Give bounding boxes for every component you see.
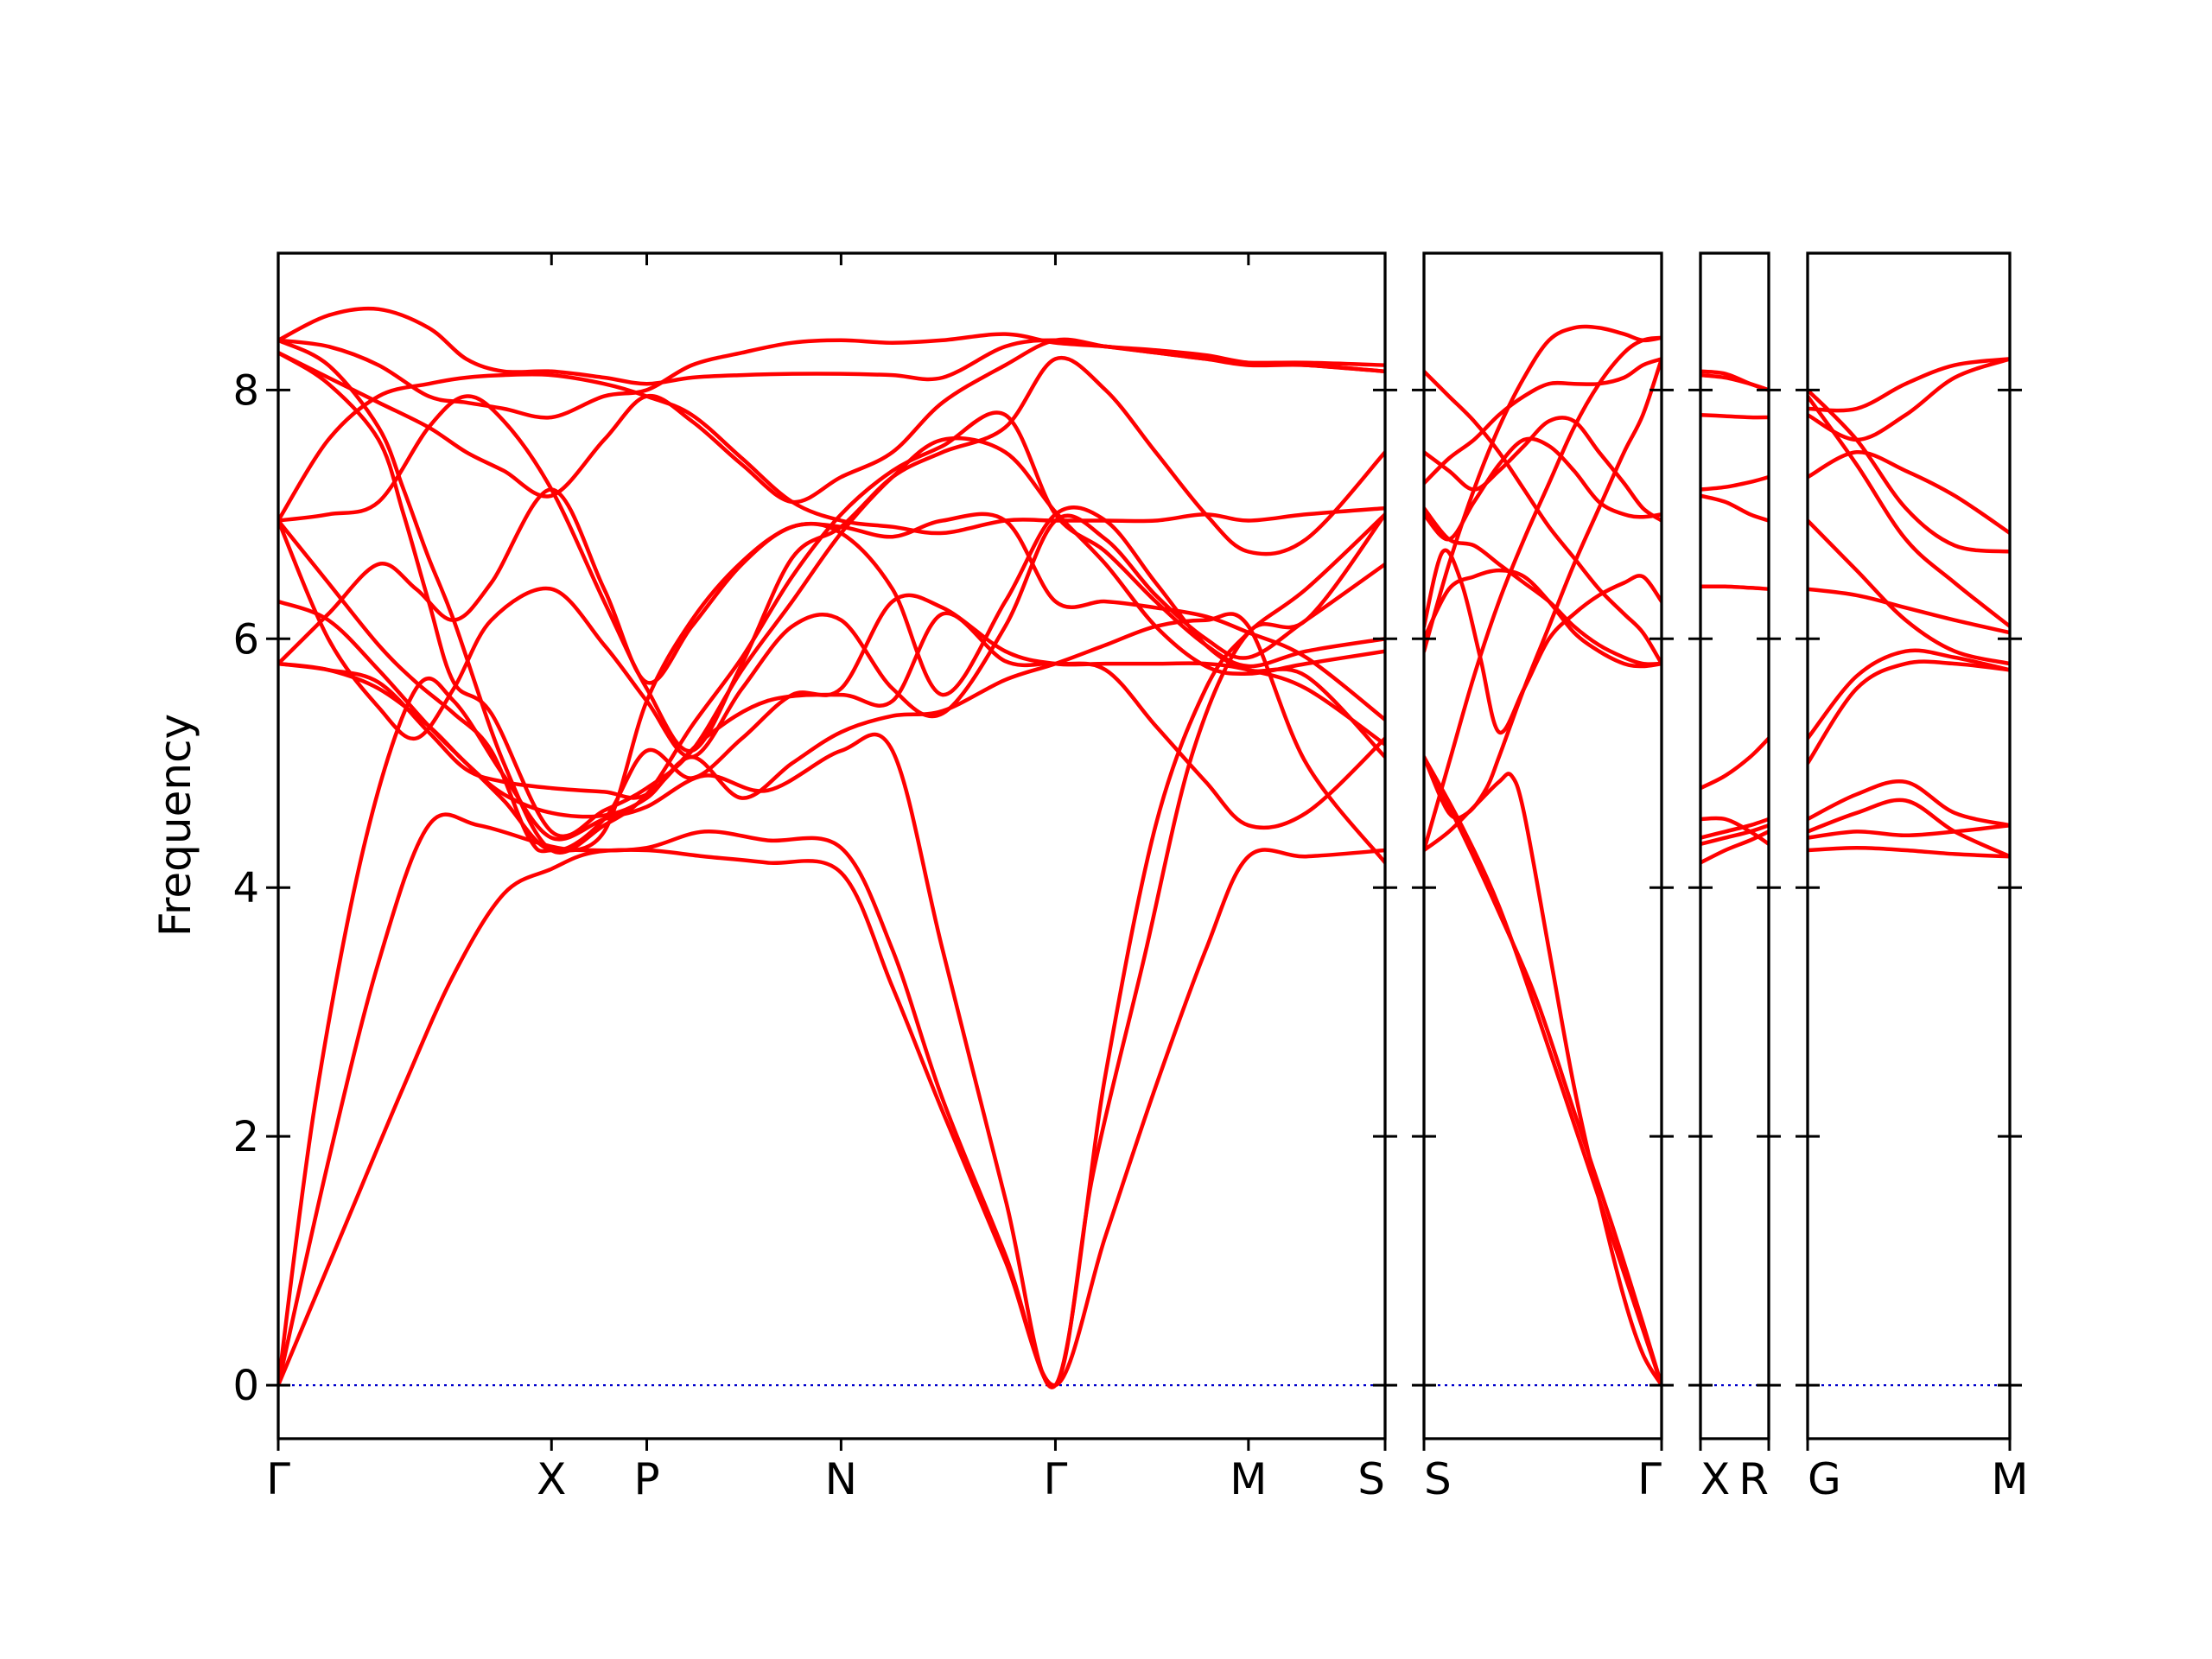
plot-area	[1808, 357, 2010, 1387]
band-line-5	[1808, 659, 2010, 766]
band-line-5	[1700, 736, 1769, 791]
plot-area	[278, 306, 1385, 1389]
y-tick-label: 8	[232, 366, 259, 415]
band-line-4	[1808, 779, 2010, 828]
band-line-1	[1808, 845, 2010, 859]
y-tick-label: 6	[232, 615, 259, 664]
band-line-14	[278, 372, 1385, 536]
band-line-12	[1808, 357, 2010, 442]
x-tick-label: X	[537, 1454, 566, 1504]
band-line-4	[278, 612, 1385, 865]
band-line-13	[278, 337, 1385, 505]
band-line-6	[1808, 648, 2010, 741]
plot-area	[1700, 369, 1769, 1387]
y-tick-label: 0	[232, 1362, 259, 1410]
band-line-2	[1700, 823, 1769, 847]
x-tick-label: Γ	[266, 1454, 290, 1504]
x-tick-label: P	[633, 1454, 659, 1504]
x-tick-label: M	[1230, 1454, 1267, 1504]
x-tick-label: N	[825, 1454, 857, 1504]
band-line-13	[1808, 357, 2010, 413]
x-tick-label: Γ	[1637, 1454, 1662, 1504]
band-line-3	[1424, 772, 1662, 1388]
band-line-7	[1808, 587, 2010, 635]
x-tick-label: R	[1738, 1454, 1769, 1504]
band-line-15	[278, 306, 1385, 386]
x-tick-label: M	[1991, 1454, 2028, 1504]
band-line-11	[1808, 388, 2010, 554]
y-tick-label: 2	[232, 1113, 259, 1161]
x-tick-label: X	[1700, 1454, 1730, 1504]
band-line-7	[1424, 568, 1662, 669]
x-tick-label: Γ	[1044, 1454, 1068, 1504]
x-tick-label: G	[1808, 1454, 1841, 1504]
band-line-9	[1424, 436, 1662, 542]
band-line-6	[1700, 584, 1769, 591]
band-line-8	[1424, 548, 1662, 734]
band-line-8	[1808, 518, 2010, 666]
band-line-3	[1700, 817, 1769, 840]
panel-frame	[1699, 251, 1770, 1440]
band-line-13	[1424, 357, 1662, 486]
band-line-7	[1700, 474, 1769, 492]
band-line-5	[278, 611, 1385, 830]
band-line-12	[278, 355, 1385, 753]
y-axis-label: Frequency	[150, 714, 200, 937]
band-line-1	[1424, 754, 1662, 1388]
band-line-11	[278, 338, 1385, 855]
x-tick-label: S	[1357, 1454, 1385, 1504]
band-line-9	[278, 513, 1385, 760]
band-line-2	[1424, 754, 1662, 1388]
band-line-8	[1700, 493, 1769, 523]
band-line-10	[278, 350, 1385, 839]
band-line-10	[1808, 394, 2010, 629]
band-line-3	[278, 512, 1385, 1389]
band-line-3	[1808, 798, 2010, 859]
band-line-11	[1424, 324, 1662, 653]
band-line-4	[1424, 335, 1662, 853]
panel-frame	[1422, 251, 1663, 1440]
panel-1: Γ X P N Γ M S 0 2 4 6 8	[232, 251, 1397, 1504]
band-line-1	[1700, 830, 1769, 865]
plot-area	[1424, 324, 1662, 1388]
band-line-2	[278, 512, 1385, 1389]
band-line-12	[1424, 369, 1662, 666]
band-line-16	[278, 332, 1385, 420]
panel-frame	[1806, 251, 2012, 1440]
band-line-10	[1424, 416, 1662, 523]
band-line-4	[1700, 816, 1769, 847]
band-line-1	[278, 848, 1385, 1388]
band-line-2	[1808, 823, 2010, 840]
band-line-9	[1700, 412, 1769, 420]
band-line-5	[1424, 357, 1662, 821]
x-tick-label: S	[1424, 1454, 1452, 1504]
panel-frame	[276, 251, 1387, 1440]
band-line-9	[1808, 450, 2010, 536]
band-line-11	[1700, 372, 1769, 392]
band-line-6	[278, 593, 1385, 853]
y-tick-label: 4	[232, 864, 259, 912]
